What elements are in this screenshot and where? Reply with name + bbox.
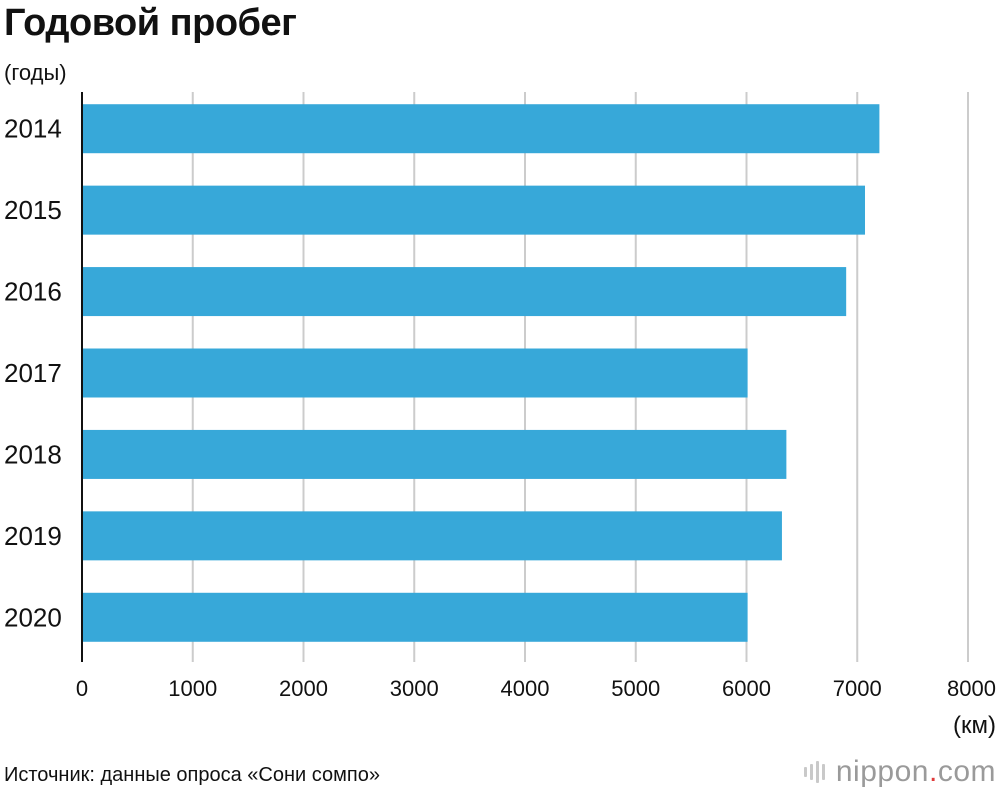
x-tick-label: 5000 xyxy=(611,676,660,701)
brand-logo: nippon.com xyxy=(803,752,996,792)
x-tick-label: 4000 xyxy=(501,676,550,701)
x-axis-label: (км) xyxy=(953,712,996,739)
bar xyxy=(82,104,880,154)
y-axis-label: (годы) xyxy=(4,60,67,85)
bar xyxy=(82,511,782,561)
category-label: 2014 xyxy=(4,114,62,144)
chart-title: Годовой пробег xyxy=(4,2,297,44)
brand-wordmark: nippon.com xyxy=(835,755,996,788)
x-tick-label: 1000 xyxy=(168,676,217,701)
category-label: 2017 xyxy=(4,358,62,388)
bar xyxy=(82,348,748,398)
x-tick-label: 3000 xyxy=(390,676,439,701)
bar xyxy=(82,429,787,479)
category-label: 2020 xyxy=(4,602,62,632)
category-label: 2016 xyxy=(4,277,62,307)
category-label: 2015 xyxy=(4,195,62,225)
x-tick-label: 6000 xyxy=(722,676,771,701)
bar xyxy=(82,267,847,317)
bar xyxy=(82,592,748,642)
nippon-logo-icon xyxy=(803,759,830,785)
category-label: 2018 xyxy=(4,439,62,469)
bar xyxy=(82,185,866,235)
x-tick-label: 0 xyxy=(76,676,88,701)
x-tick-label: 7000 xyxy=(833,676,882,701)
x-tick-label: 8000 xyxy=(947,676,996,701)
x-tick-label: 2000 xyxy=(279,676,328,701)
category-label: 2019 xyxy=(4,521,62,551)
source-note: Источник: данные опроса «Сони сомпо» xyxy=(4,764,380,786)
